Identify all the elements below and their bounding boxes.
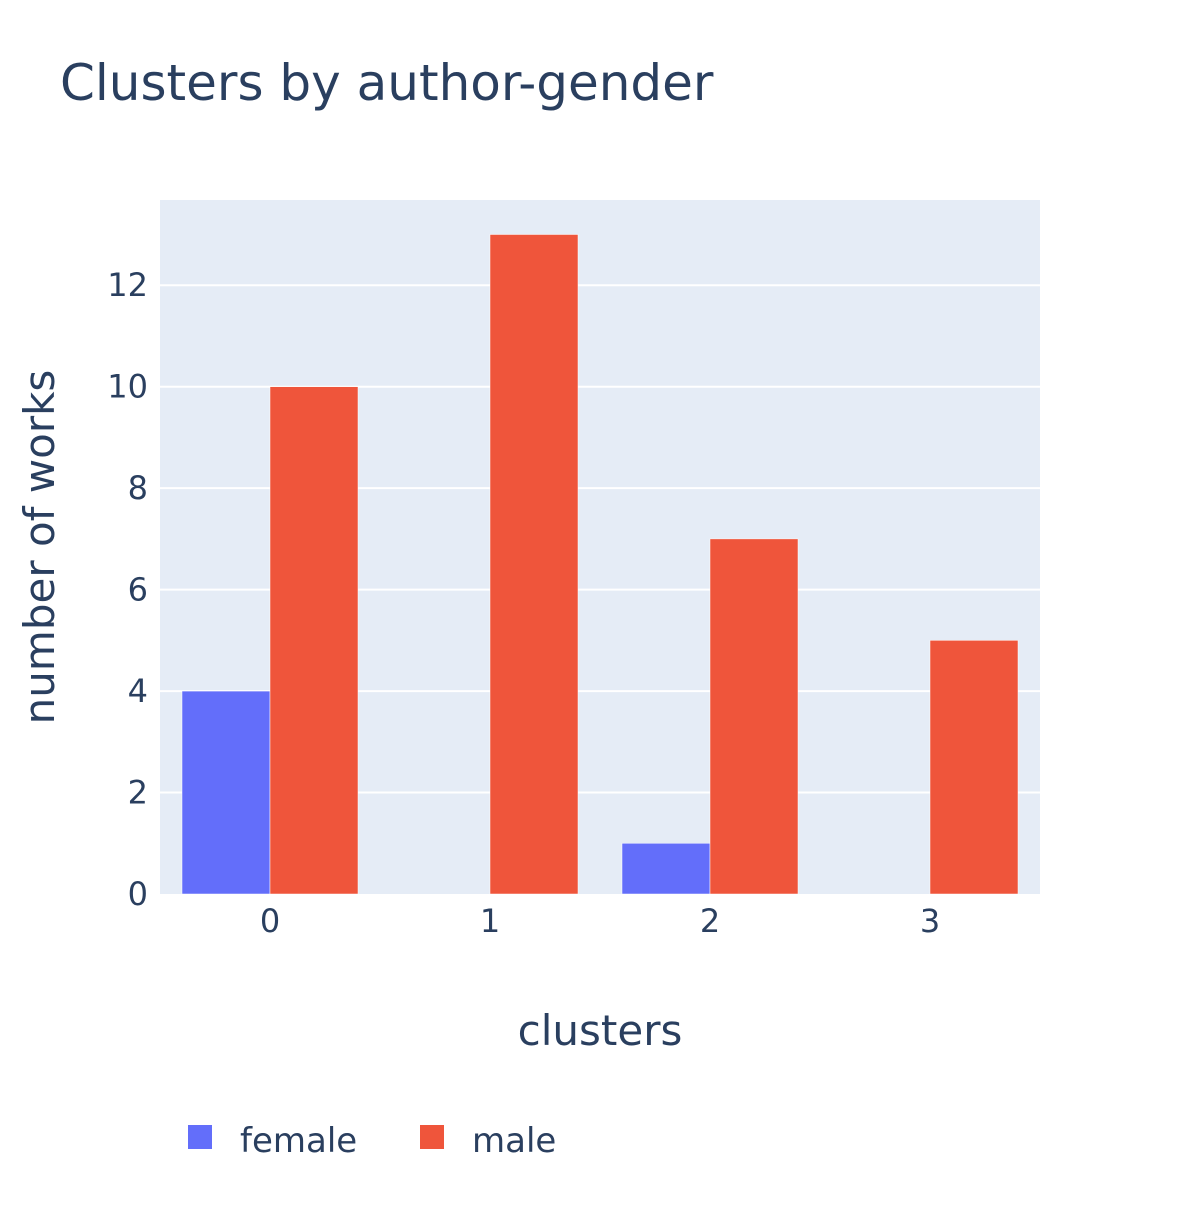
x-axis-title: clusters [518,1006,683,1055]
y-axis-title: number of works [15,370,64,725]
bar-male-1[interactable] [489,234,579,895]
y-tick-label: 10 [107,368,148,406]
x-tick-label: 2 [700,902,720,940]
legend-item-female[interactable]: female [188,1121,357,1161]
bar-female-0[interactable] [181,690,271,895]
x-tick-label: 3 [920,902,940,940]
y-tick-label: 4 [128,672,148,710]
legend-label: female [240,1121,357,1161]
bar-female-2[interactable] [621,843,711,895]
y-tick-label: 6 [128,571,148,609]
bars [181,234,1019,895]
chart-title: Clusters by author-gender [60,54,714,112]
x-tick-label: 1 [480,902,500,940]
bar-male-0[interactable] [269,386,359,895]
legend-swatch [420,1125,444,1149]
legend-label: male [472,1121,556,1161]
legend-item-male[interactable]: male [420,1121,556,1161]
y-axis-ticks: 0 2 4 6 8 10 12 [107,266,148,913]
x-tick-label: 0 [260,902,280,940]
y-tick-label: 8 [128,469,148,507]
y-tick-label: 0 [128,875,148,913]
legend[interactable]: female male [188,1121,556,1161]
x-axis-ticks: 0 1 2 3 [260,902,940,940]
legend-swatch [188,1125,212,1149]
bar-male-3[interactable] [929,640,1019,895]
y-tick-label: 2 [128,774,148,812]
y-tick-label: 12 [107,266,148,304]
bar-male-2[interactable] [709,538,799,895]
